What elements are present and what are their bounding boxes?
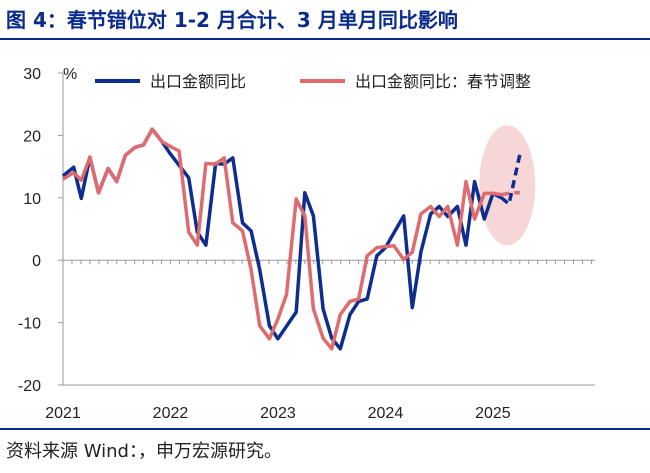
series-dashed-adjusted — [501, 191, 520, 197]
legend-label: 出口金额同比 — [150, 72, 246, 91]
legend-item-export-yoy-adjusted: 出口金额同比：春节调整 — [300, 72, 531, 91]
x-tick-label: 2025 — [475, 405, 511, 422]
y-unit-label: % — [63, 66, 77, 83]
x-tick-label: 2021 — [45, 405, 81, 422]
y-tick-label: 10 — [23, 191, 41, 208]
legend-item-export-yoy: 出口金额同比 — [95, 72, 246, 91]
source-note: 资料来源 Wind：，申万宏源研究。 — [6, 441, 282, 462]
highlight-ellipse — [479, 125, 536, 246]
legend-label: 出口金额同比：春节调整 — [355, 72, 531, 91]
x-tick-label: 2023 — [260, 405, 296, 422]
series-dashed-export-yoy — [500, 154, 522, 208]
y-tick-label: 0 — [32, 253, 41, 270]
x-tick-label: 2024 — [368, 405, 404, 422]
y-tick-label: -10 — [18, 316, 41, 333]
series-line-export-yoy — [61, 127, 503, 351]
title-divider — [0, 38, 650, 40]
y-tick-label: -20 — [18, 378, 41, 395]
y-tick-label: 30 — [23, 66, 41, 83]
chart-title: 图 4：春节错位对 1-2 月合计、3 月单月同比影响 — [6, 8, 458, 32]
x-tick-label: 2022 — [153, 405, 189, 422]
series-line-export-yoy-adjusted — [62, 127, 502, 351]
source-divider — [0, 428, 650, 430]
y-tick-label: 20 — [23, 128, 41, 145]
